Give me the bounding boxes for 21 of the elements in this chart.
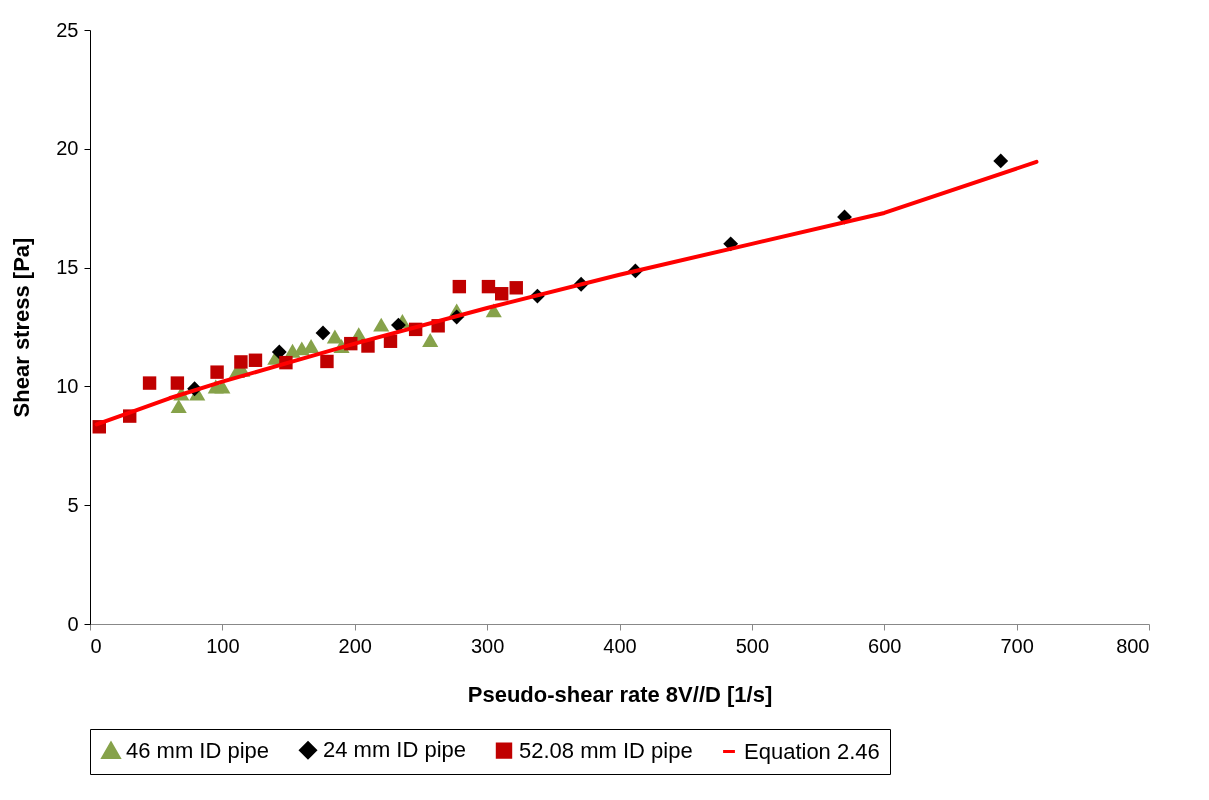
y-axis-title: Shear stress [Pa]	[9, 237, 35, 418]
y-tick-label: 20	[56, 137, 79, 160]
y-tick-label: 15	[56, 256, 79, 279]
y-tick-label: 5	[67, 493, 79, 516]
x-axis-title: Pseudo-shear rate 8V//D [1/s]	[467, 681, 773, 707]
legend-label: 24 mm ID pipe	[323, 737, 467, 763]
legend-label: 46 mm ID pipe	[126, 737, 270, 763]
x-tick-label: 400	[603, 634, 637, 657]
x-tick-label: 500	[735, 634, 770, 657]
x-tick-label: 800	[1116, 634, 1150, 657]
x-tick-label: 100	[206, 634, 240, 657]
x-tick-label: 600	[868, 634, 902, 657]
legend-label: Equation 2.46	[744, 738, 880, 764]
y-tick-label: 25	[56, 18, 79, 41]
x-tick-label: 300	[470, 634, 505, 657]
legend-label: 52.08 mm ID pipe	[519, 737, 693, 763]
y-tick-label: 0	[67, 612, 79, 635]
y-tick-label: 10	[56, 374, 79, 397]
x-tick-label: 0	[90, 634, 102, 657]
x-tick-label: 200	[338, 634, 372, 657]
x-tick-label: 700	[1000, 634, 1034, 657]
